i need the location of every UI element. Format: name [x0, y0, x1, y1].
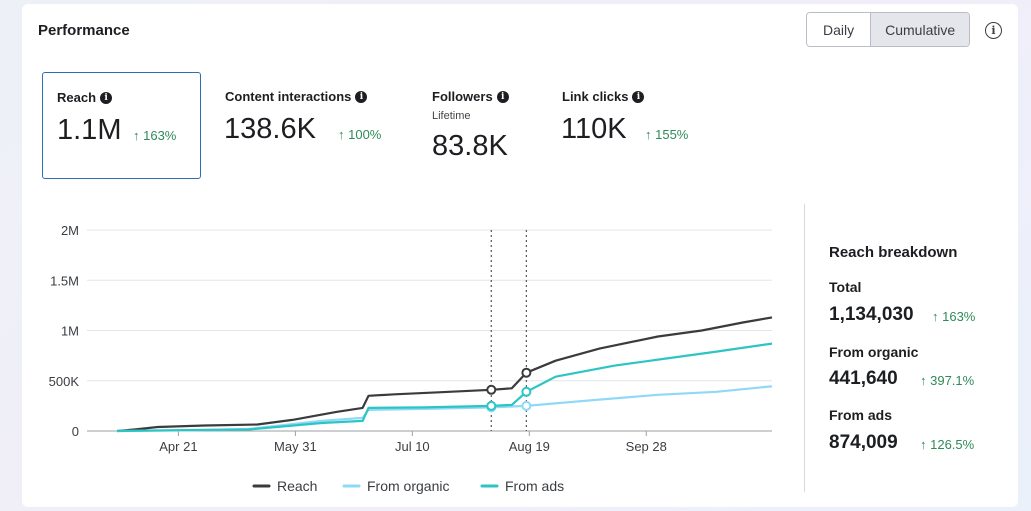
- toggle-daily-button[interactable]: Daily: [807, 13, 871, 46]
- reach-chart: 0 500K 1M 1.5M 2M Apr 21 May 31 Jul 10 Aug 19 Sep…: [49, 223, 773, 494]
- metric-reach[interactable]: Reach i 1.1M ↑ 163%: [42, 72, 201, 179]
- data-point: [521, 400, 532, 411]
- metric-value: 110K: [561, 113, 627, 145]
- series-line-reach: [116, 316, 773, 433]
- page-title: Performance: [38, 22, 130, 39]
- breakdown-ads-label: From ads: [829, 407, 893, 423]
- toggle-cumulative-button[interactable]: Cumulative: [870, 13, 970, 46]
- legend-label: From ads: [505, 478, 564, 494]
- data-point: [486, 400, 497, 411]
- x-tick-label: Aug 19: [509, 439, 550, 454]
- breakdown-ads-value: 874,009: [829, 432, 898, 453]
- breakdown-title: Reach breakdown: [829, 244, 958, 261]
- data-point: [521, 386, 532, 397]
- breakdown-ads-change: ↑ 126.5%: [920, 437, 975, 452]
- metric-label: Followers i: [432, 89, 509, 104]
- breakdown-total-change: ↑ 163%: [932, 309, 976, 324]
- metric-sub: Lifetime: [432, 110, 471, 122]
- y-tick-label: 0: [72, 424, 79, 439]
- x-tick-label: Sep 28: [626, 439, 667, 454]
- y-tick-label: 500K: [49, 374, 80, 389]
- info-icon[interactable]: i: [632, 90, 645, 103]
- metric-link-clicks[interactable]: Link clicks i 110K ↑ 155%: [552, 72, 732, 179]
- legend-label: From organic: [367, 478, 449, 494]
- metric-change: ↑ 100%: [338, 127, 382, 142]
- x-tick-label: Apr 21: [159, 439, 197, 454]
- metric-label: Link clicks i: [562, 89, 645, 104]
- y-tick-label: 2M: [61, 223, 79, 238]
- view-toggle: Daily Cumulative: [806, 12, 971, 47]
- info-icon[interactable]: i: [985, 22, 1002, 39]
- data-point: [521, 367, 532, 378]
- breakdown-organic-change: ↑ 397.1%: [920, 373, 975, 388]
- metric-change: ↑ 155%: [645, 127, 689, 142]
- data-point: [486, 384, 497, 395]
- breakdown-organic-value: 441,640: [829, 368, 898, 389]
- breakdown-total-label: Total: [829, 279, 862, 295]
- series-line-from-ads: [116, 342, 773, 433]
- x-tick-label: Jul 10: [395, 439, 430, 454]
- metric-content-interactions[interactable]: Content interactions i 138.6K ↑ 100%: [212, 72, 412, 179]
- x-tick-label: May 31: [274, 439, 317, 454]
- info-icon[interactable]: i: [100, 91, 113, 104]
- info-icon[interactable]: i: [355, 90, 368, 103]
- y-tick-label: 1.5M: [50, 273, 79, 288]
- metric-value: 83.8K: [432, 130, 508, 162]
- info-icon[interactable]: i: [496, 90, 509, 103]
- metric-followers[interactable]: Followers i Lifetime 83.8K: [422, 72, 542, 179]
- breakdown-total-value: 1,134,030: [829, 304, 914, 325]
- metric-label: Reach i: [57, 90, 113, 105]
- metric-change: ↑ 163%: [133, 128, 177, 143]
- performance-card: Performance Daily Cumulative i Reach i 1.…: [22, 4, 1018, 507]
- legend-label: Reach: [277, 478, 317, 494]
- divider: [804, 204, 805, 492]
- metric-label: Content interactions i: [225, 89, 368, 104]
- metric-value: 138.6K: [224, 113, 316, 145]
- y-tick-label: 1M: [61, 324, 79, 339]
- metric-value: 1.1M: [57, 114, 122, 146]
- breakdown-organic-label: From organic: [829, 344, 919, 360]
